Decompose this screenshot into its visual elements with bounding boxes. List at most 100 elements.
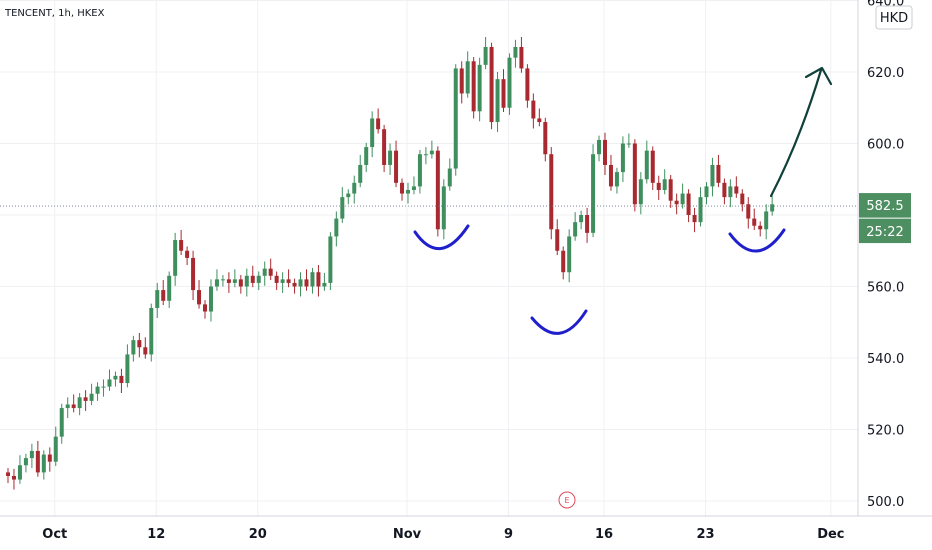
price-tick-label: 520.0 [867, 424, 904, 439]
earnings-marker[interactable]: E [558, 491, 576, 509]
candle-up [131, 340, 136, 355]
candle-down [489, 46, 494, 123]
candle-up [704, 186, 709, 198]
candle-up [364, 147, 369, 165]
candle-up [579, 215, 584, 223]
candle-up [465, 61, 470, 94]
candle-down [435, 150, 440, 230]
candle-down [376, 118, 381, 130]
candle-up [340, 197, 345, 219]
candle-down [549, 154, 554, 230]
candle-down [161, 290, 166, 301]
candles [6, 36, 775, 490]
candle-up [423, 154, 428, 156]
candle-down [459, 68, 464, 94]
candle-down [692, 215, 697, 223]
candle-up [567, 236, 572, 273]
candle-down [268, 268, 273, 276]
candle-down [656, 182, 661, 190]
candle-up [411, 186, 416, 190]
projection-arrow-head [804, 66, 833, 86]
rounded-bottom-curve-2 [530, 309, 588, 335]
current-price-badge: 582.5 25:22 [859, 193, 911, 244]
candle-up [173, 240, 178, 276]
candle-down [740, 193, 745, 205]
candle-up [405, 189, 410, 194]
candle-down [746, 204, 751, 219]
candle-up [23, 458, 28, 466]
candle-up [53, 436, 58, 462]
earnings-marker-label: E [564, 496, 569, 505]
time-scale[interactable]: Oct 12 20 Nov 9 16 23 Dec [42, 527, 844, 542]
candle-down [471, 61, 476, 112]
candle-down [274, 275, 279, 283]
price-tick-label: 600.0 [867, 138, 904, 153]
time-tick-label: Nov [393, 527, 422, 542]
rounded-bottom-curve-1 [413, 224, 470, 251]
candle-up [453, 68, 458, 169]
price-tick-label: 620.0 [867, 66, 904, 81]
currency-button[interactable]: HKD [875, 5, 913, 30]
time-tick-label: 16 [595, 527, 613, 542]
candle-down [238, 279, 243, 287]
candle-up [346, 193, 351, 198]
rounded-bottom-curve-3 [728, 228, 786, 253]
candle-up [244, 275, 249, 287]
candle-down [543, 122, 548, 155]
candle-down [286, 279, 291, 283]
candle-down [501, 79, 506, 108]
candle-up [95, 386, 100, 394]
candle-up [370, 118, 375, 148]
candle-up [214, 279, 219, 287]
candle-up [322, 282, 327, 287]
time-tick-label: 23 [696, 527, 714, 542]
candle-up [358, 164, 363, 183]
candle-up [620, 143, 625, 173]
candle-up [125, 354, 130, 384]
price-tick-label: 640.0 [867, 0, 904, 10]
candle-up [477, 64, 482, 112]
bar-countdown: 25:22 [866, 225, 903, 240]
time-tick-label: Oct [42, 527, 67, 542]
candle-up [728, 186, 733, 198]
price-tick-label: 560.0 [867, 281, 904, 296]
candle-up [17, 465, 22, 480]
currency-label: HKD [880, 11, 908, 26]
candle-up [41, 454, 46, 473]
candle-down [531, 100, 536, 119]
time-tick-label: Dec [817, 527, 844, 542]
candle-up [65, 404, 70, 409]
candle-down [191, 257, 196, 291]
candle-up [262, 268, 267, 276]
candle-up [662, 179, 667, 190]
candle-up [107, 379, 112, 387]
candle-up [573, 222, 578, 237]
candle-down [608, 164, 613, 187]
candle-up [298, 279, 303, 287]
candle-down [185, 250, 190, 258]
symbol-info: TENCENT, 1h, HKEX [4, 8, 105, 19]
candle-up [149, 307, 154, 355]
price-tick-label: 540.0 [867, 352, 904, 367]
candle-down [400, 182, 405, 194]
candle-up [220, 279, 225, 281]
candle-up [155, 290, 160, 308]
candle-up [101, 386, 106, 388]
candle-up [388, 150, 393, 165]
candle-up [614, 172, 619, 187]
candle-up [591, 154, 596, 233]
candle-down [143, 347, 148, 355]
candle-down [668, 179, 673, 201]
grid-lines [0, 0, 858, 516]
candle-down [11, 475, 16, 480]
price-tick-label: 500.0 [867, 495, 904, 510]
candle-up [89, 393, 94, 401]
candle-up [77, 397, 82, 409]
candle-down [250, 275, 255, 283]
candle-up [256, 275, 261, 283]
candle-down [203, 304, 208, 312]
time-tick-label: 12 [147, 527, 165, 542]
candle-down [394, 150, 399, 183]
